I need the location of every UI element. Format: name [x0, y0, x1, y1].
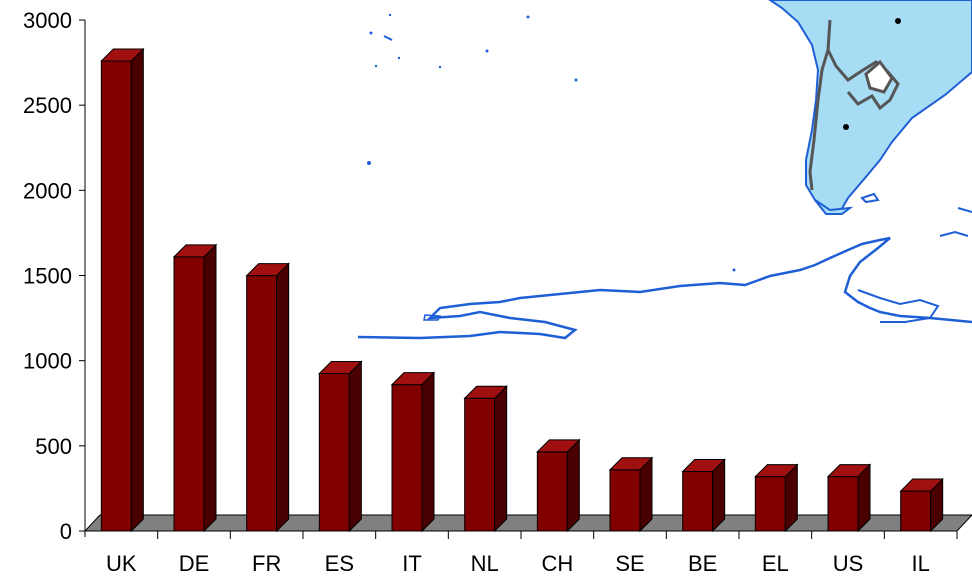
- x-tick-label: DE: [179, 551, 210, 576]
- bar-top: [899, 478, 944, 492]
- y-tick-label: 2000: [23, 178, 72, 203]
- bar-front: [609, 469, 641, 532]
- x-tick-label: CH: [541, 551, 573, 576]
- bar-front: [464, 397, 496, 532]
- bar-front: [246, 275, 278, 532]
- bar-side: [421, 371, 435, 533]
- x-tick-label: UK: [106, 551, 137, 576]
- city-dot: [895, 18, 901, 24]
- bar-side: [494, 385, 508, 533]
- bar-front: [900, 490, 932, 532]
- antarctica-coastline: [423, 314, 442, 321]
- island: [732, 268, 736, 272]
- bar-front: [827, 476, 859, 532]
- island: [438, 65, 442, 69]
- bar-se: [608, 456, 654, 533]
- bar-il: [899, 477, 944, 533]
- antarctica-coastline: [857, 289, 940, 323]
- bar-el: [754, 463, 799, 533]
- y-tick-label: 2500: [23, 93, 72, 118]
- bar-front: [100, 60, 132, 532]
- bar-top: [318, 361, 363, 375]
- south-america-landmass: [768, 0, 972, 214]
- antarctica-coastline: [957, 207, 972, 213]
- y-tick-label: 0: [60, 519, 72, 544]
- y-tick-label: 1500: [23, 264, 72, 289]
- bar-top: [536, 439, 581, 453]
- island: [383, 35, 393, 41]
- bars-group: [100, 47, 944, 533]
- bar-top: [826, 464, 872, 478]
- island: [397, 56, 401, 60]
- bar-uk: [100, 47, 145, 533]
- x-tick-label: ES: [325, 551, 354, 576]
- antarctica-coastline: [357, 236, 972, 340]
- x-tick-label: NL: [471, 551, 499, 576]
- bar-side: [566, 438, 580, 533]
- island: [367, 161, 371, 165]
- bar-top: [608, 457, 654, 471]
- city-dot: [843, 124, 849, 130]
- x-tick-label: IL: [911, 551, 929, 576]
- bar-side: [203, 243, 217, 533]
- background-map: [357, 0, 972, 340]
- bar-top: [100, 48, 145, 62]
- bar-front: [754, 476, 786, 532]
- bar-es: [318, 360, 363, 533]
- bar-top: [245, 263, 290, 277]
- island: [369, 31, 373, 35]
- bar-side: [639, 456, 653, 533]
- x-axis-labels: UK DE FR ES IT NL CH SE BE EL US IL: [106, 531, 958, 576]
- y-tick-label: 1000: [23, 349, 72, 374]
- antarctica-coastline: [939, 230, 969, 237]
- bar-it: [390, 371, 436, 533]
- bar-de: [172, 243, 218, 533]
- bar-side: [348, 360, 362, 533]
- bar-front: [173, 256, 205, 532]
- x-tick-label: SE: [615, 551, 644, 576]
- bar-top: [172, 244, 218, 258]
- bar-top: [390, 372, 436, 386]
- bar-be: [681, 458, 726, 533]
- x-tick-label: IT: [402, 551, 422, 576]
- x-tick-label: EL: [762, 551, 789, 576]
- bar-nl: [463, 385, 508, 533]
- bar-fr: [245, 262, 290, 533]
- bar-us: [826, 463, 872, 533]
- y-tick-label: 500: [35, 434, 72, 459]
- bar-ch: [536, 438, 581, 533]
- island: [388, 13, 392, 17]
- x-tick-label: US: [833, 551, 864, 576]
- falklands: [860, 192, 880, 204]
- country-border: [808, 49, 830, 191]
- bar-top: [681, 458, 726, 472]
- x-tick-label: BE: [688, 551, 717, 576]
- bar-side: [276, 262, 290, 533]
- bar-top: [463, 385, 508, 399]
- island: [374, 64, 378, 68]
- bar-front: [682, 470, 714, 532]
- bar-front: [536, 451, 568, 532]
- x-tick-label: FR: [252, 551, 281, 576]
- tierra-del-fuego: [814, 199, 854, 215]
- y-tick-label: 3000: [23, 8, 72, 33]
- bar-front: [318, 373, 350, 532]
- bar-front: [391, 384, 423, 532]
- island: [485, 49, 489, 53]
- bar-top: [754, 464, 799, 478]
- country-border: [864, 59, 894, 94]
- island: [574, 78, 578, 82]
- bar-side: [130, 47, 144, 533]
- island: [526, 15, 530, 19]
- y-axis-ticks: 0 500 1000 1500 2000 2500 3000: [23, 8, 85, 544]
